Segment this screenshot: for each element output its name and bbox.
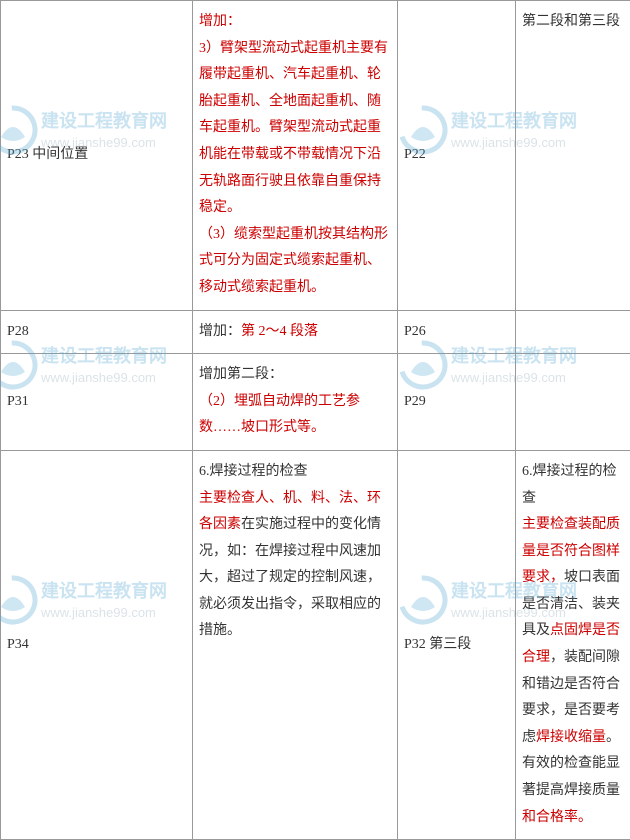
added-text: 第 2～4 段落 [241, 324, 318, 339]
changed-text: 焊接收缩量 [536, 730, 606, 745]
page-ref-old: P23 中间位置 [1, 1, 193, 311]
table-row: P28 增加：第 2～4 段落 P26 [1, 310, 630, 354]
location-note [516, 354, 630, 451]
page-ref-new: P26 [398, 310, 516, 354]
body-text: 在实施过程中的变化情况，如：在焊接过程中风速加大，超过了规定的控制风速，就必须发… [199, 517, 381, 638]
prefix-text: 增加第二段： [199, 367, 283, 382]
change-content: 增加：第 2～4 段落 [193, 310, 398, 354]
page-ref-old: P28 [1, 310, 193, 354]
change-content: 增加：3）臂架型流动式起重机主要有履带起重机、汽车起重机、轮胎起重机、全地面起重… [193, 1, 398, 311]
page-ref-new: P22 [398, 1, 516, 311]
section-title: 6.焊接过程的检查 [199, 464, 308, 479]
added-text: （2）埋弧自动焊的工艺参数……坡口形式等。 [199, 394, 360, 436]
table-row: P31 增加第二段： （2）埋弧自动焊的工艺参数……坡口形式等。 P29 [1, 354, 630, 451]
comparison-table: P23 中间位置 增加：3）臂架型流动式起重机主要有履带起重机、汽车起重机、轮胎… [0, 0, 630, 840]
change-content: 6.焊接过程的检查 主要检查人、机、料、法、环各因素在实施过程中的变化情况，如：… [193, 450, 398, 839]
prefix-text: 增加： [199, 324, 241, 339]
changed-text: 和合格率。 [522, 810, 592, 825]
page-ref-new: P29 [398, 354, 516, 451]
table-row: P34 6.焊接过程的检查 主要检查人、机、料、法、环各因素在实施过程中的变化情… [1, 450, 630, 839]
change-content: 增加第二段： （2）埋弧自动焊的工艺参数……坡口形式等。 [193, 354, 398, 451]
location-note: 6.焊接过程的检查 主要检查装配质量是否符合图样要求，坡口表面是否清洁、装夹具及… [516, 450, 630, 839]
table-row: P23 中间位置 增加：3）臂架型流动式起重机主要有履带起重机、汽车起重机、轮胎… [1, 1, 630, 311]
location-note [516, 310, 630, 354]
page-ref-new: P32 第三段 [398, 450, 516, 839]
location-note: 第二段和第三段 [516, 1, 630, 311]
page-ref-old: P34 [1, 450, 193, 839]
section-title: 6.焊接过程的检查 [522, 464, 617, 506]
page-ref-old: P31 [1, 354, 193, 451]
